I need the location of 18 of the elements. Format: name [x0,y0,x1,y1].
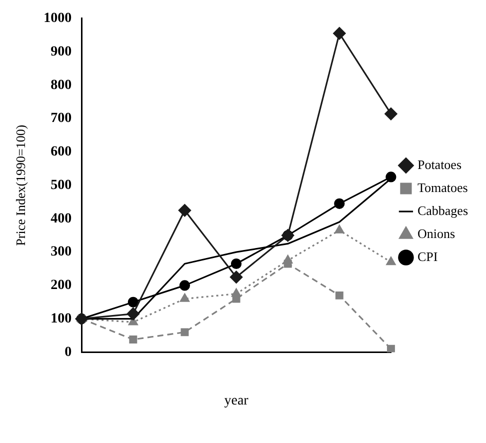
y-axis-title: Price Index(1990=100) [13,124,28,246]
y-tick-label: 600 [50,144,72,160]
y-tick-label: 800 [50,78,72,93]
legend-label: CPI [417,248,438,264]
legend-label: Cabbages [417,202,468,218]
legend-label: Tomatoes [417,180,468,195]
legend-label: Onions [417,226,456,241]
y-tick-label: 400 [50,211,72,226]
x-axis-title: year [224,393,249,408]
y-tick-label: 1000 [44,11,72,26]
y-tick-label: 700 [50,111,72,126]
y-tick-label: 900 [50,44,72,60]
y-tick-label: 500 [50,178,72,193]
y-tick-label: 100 [50,311,72,326]
y-tick-label: 300 [50,244,72,260]
legend-label: Potatoes [417,156,462,172]
y-tick-label: 200 [50,278,72,294]
y-tick-label: 0 [64,344,72,360]
